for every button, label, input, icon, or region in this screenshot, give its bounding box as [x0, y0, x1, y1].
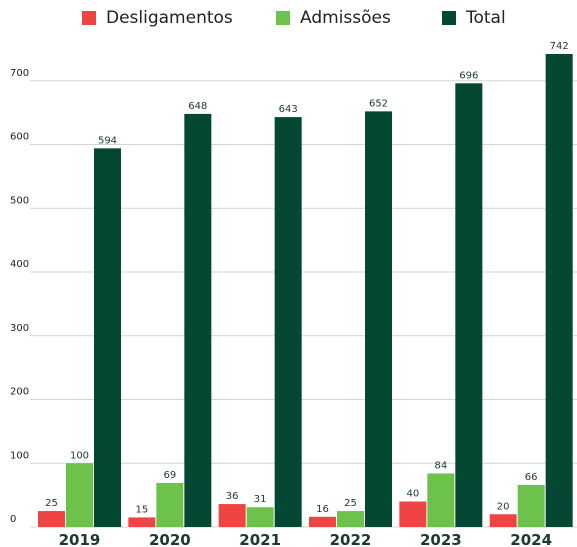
legend-label-desligamentos: Desligamentos: [106, 8, 233, 28]
bar-desligamentos-2020: [128, 517, 156, 527]
data-label-total-2019: 594: [98, 135, 117, 146]
bar-total-2019: [94, 148, 121, 527]
data-label-admissoes-2024: 66: [525, 472, 538, 483]
y-tick-label-600: 600: [10, 132, 29, 143]
data-label-admissoes-2019: 100: [70, 450, 89, 461]
bar-desligamentos-2022: [309, 516, 336, 527]
bar-total-2020: [184, 113, 212, 528]
bar-desligamentos-2019: [38, 511, 65, 527]
y-tick-label-400: 400: [10, 259, 29, 270]
legend-item-admissoes: Admissões: [276, 8, 391, 28]
bar-desligamentos-2021: [218, 504, 246, 527]
y-tick-label-200: 200: [10, 387, 29, 398]
x-tick-label-2021: 2021: [239, 531, 281, 547]
legend-label-admissoes: Admissões: [300, 8, 391, 28]
y-tick-label-500: 500: [10, 195, 29, 206]
data-label-total-2021: 643: [279, 104, 298, 115]
bar-total-2024: [545, 54, 573, 527]
x-tick-label-2020: 2020: [149, 531, 191, 547]
y-tick-label-300: 300: [10, 323, 29, 334]
data-label-admissoes-2020: 69: [163, 470, 176, 481]
bar-desligamentos-2023: [399, 501, 427, 527]
bar-total-2021: [274, 117, 302, 527]
data-label-total-2022: 652: [369, 98, 388, 109]
data-label-total-2024: 742: [550, 41, 569, 52]
data-label-desligamentos-2023: 40: [406, 489, 419, 500]
data-label-admissoes-2021: 31: [254, 494, 267, 505]
legend-swatch-admissoes: [276, 11, 290, 25]
data-label-admissoes-2022: 25: [344, 498, 357, 509]
data-label-desligamentos-2021: 36: [226, 491, 239, 502]
x-tick-label-2024: 2024: [510, 531, 552, 547]
legend-swatch-total: [442, 11, 456, 25]
y-tick-label-100: 100: [10, 450, 29, 461]
data-label-total-2020: 648: [188, 101, 207, 112]
bar-admissoes-2020: [156, 483, 184, 527]
bar-total-2022: [365, 111, 392, 527]
legend-item-total: Total: [442, 8, 506, 28]
data-label-desligamentos-2024: 20: [497, 501, 510, 512]
y-tick-label-0: 0: [10, 514, 16, 525]
bar-admissoes-2019: [66, 463, 93, 527]
bar-admissoes-2022: [337, 511, 364, 527]
x-tick-label-2022: 2022: [330, 531, 372, 547]
data-label-admissoes-2023: 84: [434, 460, 447, 471]
x-tick-label-2023: 2023: [420, 531, 462, 547]
legend-swatch-desligamentos: [82, 11, 96, 25]
legend-item-desligamentos: Desligamentos: [82, 8, 233, 28]
chart-legend: Desligamentos Admissões Total: [0, 8, 577, 30]
data-label-desligamentos-2020: 15: [135, 504, 148, 515]
bar-total-2023: [455, 83, 483, 527]
bar-admissoes-2024: [517, 484, 545, 527]
data-label-total-2023: 696: [459, 70, 478, 81]
bar-admissoes-2023: [427, 473, 455, 527]
legend-label-total: Total: [466, 8, 506, 28]
bar-desligamentos-2024: [489, 514, 517, 527]
x-tick-label-2019: 2019: [59, 531, 101, 547]
y-tick-label-700: 700: [10, 68, 29, 79]
data-label-desligamentos-2019: 25: [45, 498, 58, 509]
data-label-desligamentos-2022: 16: [316, 504, 329, 515]
bar-admissoes-2021: [246, 507, 274, 527]
